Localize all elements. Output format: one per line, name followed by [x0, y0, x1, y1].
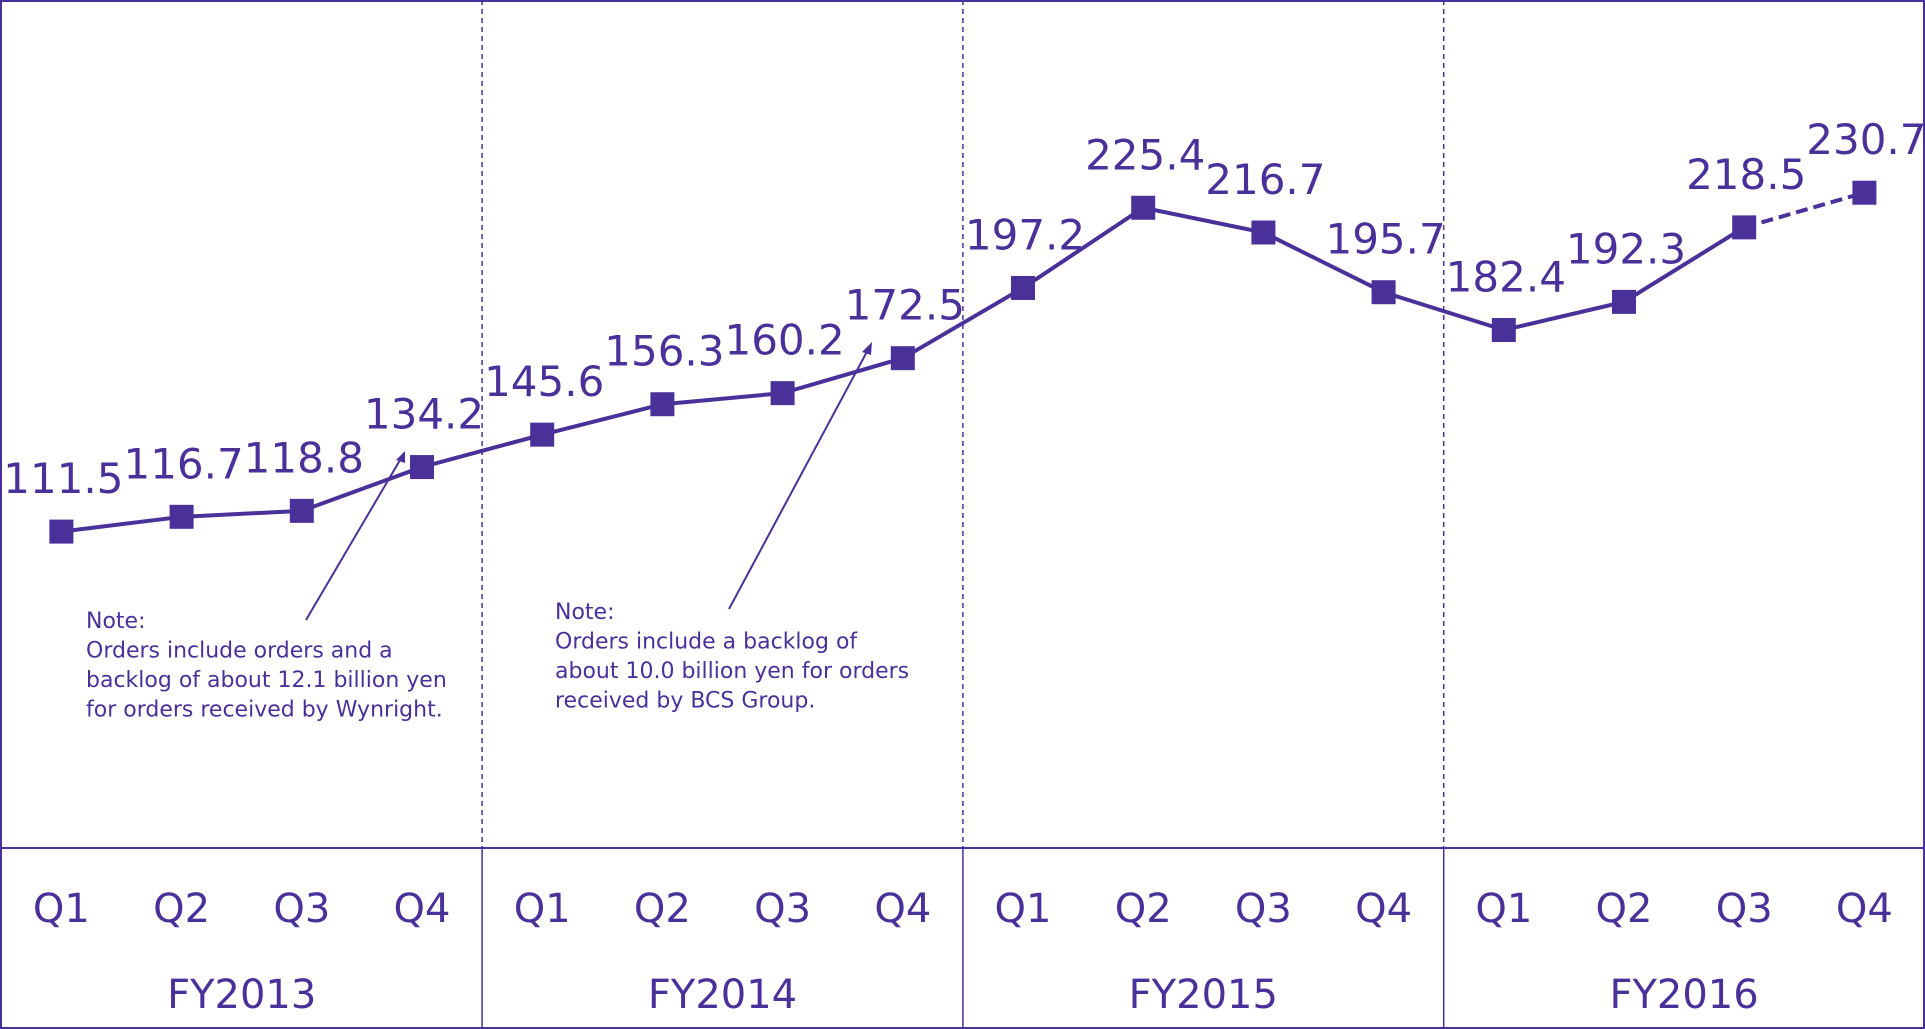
x-tick-label: Q3 — [1716, 886, 1773, 932]
annotation: for orders received by Wynright. — [86, 698, 443, 723]
line-segment — [901, 286, 1025, 360]
marker — [1371, 280, 1396, 305]
marker — [1732, 215, 1757, 240]
data-label: 182.4 — [1446, 253, 1566, 302]
marker — [1612, 289, 1636, 314]
arrow-head — [862, 342, 872, 355]
arrow-head — [396, 451, 405, 463]
annotation: Orders include a backlog of — [555, 630, 858, 655]
data-label: 118.8 — [244, 433, 364, 482]
data-label: 218.5 — [1686, 150, 1806, 199]
line-segment — [662, 391, 783, 407]
annotation-arrow — [305, 454, 404, 621]
x-tick-label: Q4 — [1355, 886, 1412, 932]
marker — [1011, 275, 1035, 300]
x-tick-label: Q4 — [394, 886, 451, 932]
line-segment — [301, 465, 423, 513]
marker — [1852, 180, 1877, 205]
marker — [1131, 195, 1156, 220]
group-label: FY2013 — [167, 972, 316, 1018]
data-label: 225.4 — [1085, 130, 1205, 179]
group-label: FY2014 — [648, 972, 797, 1018]
data-label: 192.3 — [1566, 224, 1686, 273]
data-label: 156.3 — [604, 327, 724, 376]
data-label: 116.7 — [123, 439, 243, 488]
marker — [650, 392, 675, 417]
x-tick-label: Q3 — [1235, 886, 1292, 932]
annotation-arrow — [728, 345, 871, 610]
line-segment — [541, 402, 663, 437]
group-label: FY2016 — [1609, 972, 1758, 1018]
data-label: 230.7 — [1806, 115, 1925, 164]
data-label: 160.2 — [724, 316, 844, 365]
x-tick-label: Q4 — [874, 886, 931, 932]
marker — [770, 381, 795, 406]
annotation: about 10.0 billion yen for orders — [555, 659, 909, 684]
marker — [890, 346, 915, 371]
x-tick-label: Q1 — [995, 886, 1052, 932]
line-segment — [1262, 230, 1385, 295]
x-tick-label: Q2 — [153, 886, 210, 932]
line-segment — [61, 514, 182, 534]
data-label: 197.2 — [965, 210, 1085, 259]
annotation: backlog of about 12.1 billion yen — [86, 668, 447, 693]
line-segment — [1382, 290, 1505, 332]
x-tick-label: Q1 — [514, 886, 571, 932]
x-tick-label: Q1 — [1475, 886, 1532, 932]
line-segment — [782, 356, 904, 396]
data-label: 145.6 — [484, 357, 604, 406]
marker — [49, 519, 74, 544]
marker — [530, 422, 555, 447]
line-segment — [1142, 205, 1264, 235]
x-tick-label: Q2 — [1596, 886, 1653, 932]
line-segment — [421, 432, 543, 469]
marker — [1491, 318, 1516, 343]
data-label: 195.7 — [1325, 215, 1445, 264]
x-tick-label: Q3 — [273, 886, 330, 932]
line-segment — [1622, 225, 1746, 304]
data-label: 172.5 — [845, 281, 965, 330]
data-label: 216.7 — [1205, 155, 1325, 204]
marker — [1251, 220, 1276, 245]
data-label: 111.5 — [3, 454, 123, 503]
line-segment — [1503, 299, 1625, 332]
annotation: received by BCS Group. — [555, 689, 815, 714]
line-segment — [1743, 190, 1865, 230]
x-tick-label: Q1 — [33, 886, 90, 932]
x-tick-label: Q2 — [634, 886, 691, 932]
data-label: 134.2 — [364, 390, 484, 439]
group-label: FY2015 — [1129, 972, 1278, 1018]
marker — [410, 455, 434, 480]
x-tick-label: Q4 — [1836, 886, 1893, 932]
x-tick-label: Q3 — [754, 886, 811, 932]
annotation: Note: — [555, 600, 615, 625]
line-segment — [1021, 206, 1145, 290]
marker — [289, 498, 314, 523]
marker — [169, 504, 194, 529]
line-segment — [181, 508, 302, 519]
annotation: Orders include orders and a — [86, 639, 393, 664]
annotation: Note: — [86, 609, 146, 634]
x-tick-label: Q2 — [1115, 886, 1172, 932]
